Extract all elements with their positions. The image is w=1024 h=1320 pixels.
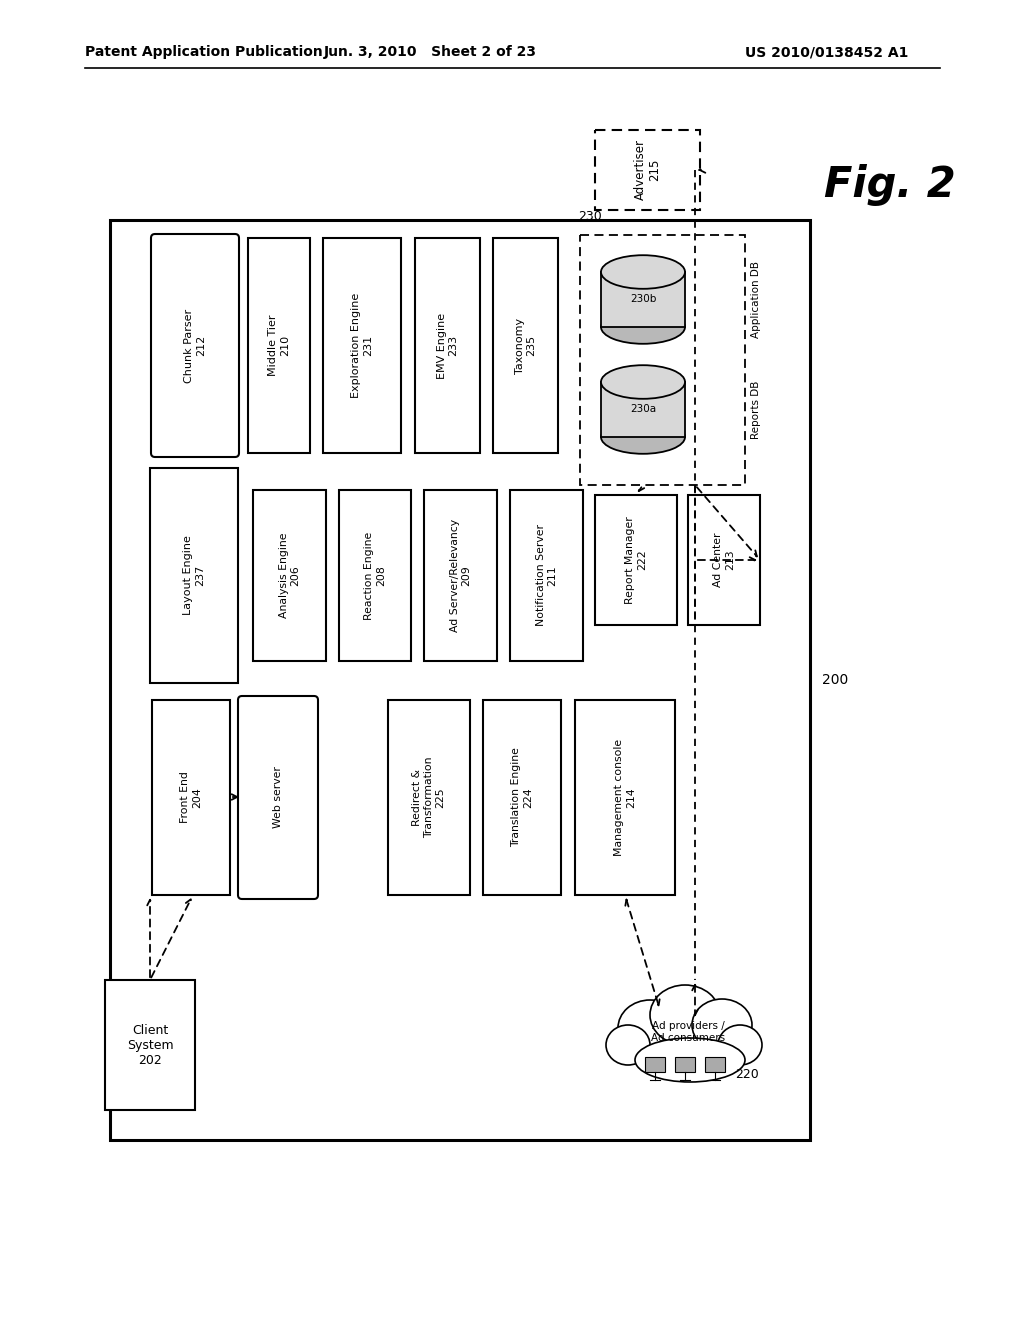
FancyBboxPatch shape (238, 696, 318, 899)
Text: Advertiser
215: Advertiser 215 (634, 140, 662, 201)
Bar (510, 490, 583, 661)
Text: Client
System
202: Client System 202 (127, 1023, 173, 1067)
Text: Translation Engine
224: Translation Engine 224 (511, 747, 532, 847)
Bar (248, 238, 310, 453)
Text: Taxonomy
235: Taxonomy 235 (515, 317, 537, 374)
Text: Exploration Engine
231: Exploration Engine 231 (351, 293, 373, 399)
Bar (483, 700, 561, 895)
Bar (152, 700, 230, 895)
Ellipse shape (618, 1001, 682, 1056)
Text: Middle Tier
210: Middle Tier 210 (268, 314, 290, 376)
Bar (150, 469, 238, 682)
Ellipse shape (635, 1038, 745, 1082)
Text: US 2010/0138452 A1: US 2010/0138452 A1 (745, 45, 908, 59)
Ellipse shape (601, 310, 685, 343)
Ellipse shape (601, 255, 685, 289)
Bar (105, 979, 195, 1110)
Text: 220: 220 (735, 1068, 759, 1081)
Bar (595, 129, 700, 210)
Text: Application DB: Application DB (751, 261, 761, 338)
Ellipse shape (601, 366, 685, 399)
Bar (595, 495, 677, 624)
Text: 200: 200 (822, 673, 848, 686)
FancyBboxPatch shape (151, 234, 239, 457)
Bar (601, 272, 685, 327)
Ellipse shape (650, 985, 720, 1045)
Text: Management console
214: Management console 214 (614, 739, 636, 857)
Text: 230a: 230a (630, 404, 656, 414)
Ellipse shape (692, 999, 752, 1051)
Text: Web server: Web server (273, 767, 283, 829)
Bar (601, 381, 685, 437)
Text: Reports DB: Reports DB (751, 380, 761, 438)
Ellipse shape (601, 420, 685, 454)
Text: Jun. 3, 2010   Sheet 2 of 23: Jun. 3, 2010 Sheet 2 of 23 (324, 45, 537, 59)
Text: Fig. 2: Fig. 2 (824, 164, 955, 206)
Bar (705, 1057, 725, 1072)
Bar (388, 700, 470, 895)
Text: EMV Engine
233: EMV Engine 233 (436, 313, 459, 379)
Bar (493, 238, 558, 453)
Bar (424, 490, 497, 661)
Text: Reaction Engine
208: Reaction Engine 208 (365, 532, 386, 619)
Text: Chunk Parser
212: Chunk Parser 212 (184, 309, 206, 383)
Text: Ad Center
213: Ad Center 213 (713, 533, 735, 587)
Bar (645, 1057, 665, 1072)
Text: Front End
204: Front End 204 (180, 772, 202, 824)
Text: Redirect &
Transformation
225: Redirect & Transformation 225 (413, 756, 445, 838)
Text: Analysis Engine
206: Analysis Engine 206 (279, 533, 300, 618)
Bar (675, 1057, 695, 1072)
Text: Report Manager
222: Report Manager 222 (626, 516, 647, 603)
Bar (688, 495, 760, 624)
Bar (415, 238, 480, 453)
Ellipse shape (718, 1026, 762, 1065)
Text: Ad providers /
Ad consumers: Ad providers / Ad consumers (651, 1022, 725, 1043)
Text: Notification Server
211: Notification Server 211 (536, 524, 557, 627)
Bar (323, 238, 401, 453)
Text: 230: 230 (578, 210, 602, 223)
Bar (339, 490, 411, 661)
Text: Layout Engine
237: Layout Engine 237 (183, 536, 205, 615)
Bar (580, 235, 745, 484)
Bar (110, 220, 810, 1140)
Text: Ad Server/Relevancy
209: Ad Server/Relevancy 209 (450, 519, 471, 632)
Text: 230b: 230b (630, 294, 656, 305)
Bar (253, 490, 326, 661)
Text: Patent Application Publication: Patent Application Publication (85, 45, 323, 59)
Ellipse shape (606, 1026, 650, 1065)
Bar (575, 700, 675, 895)
